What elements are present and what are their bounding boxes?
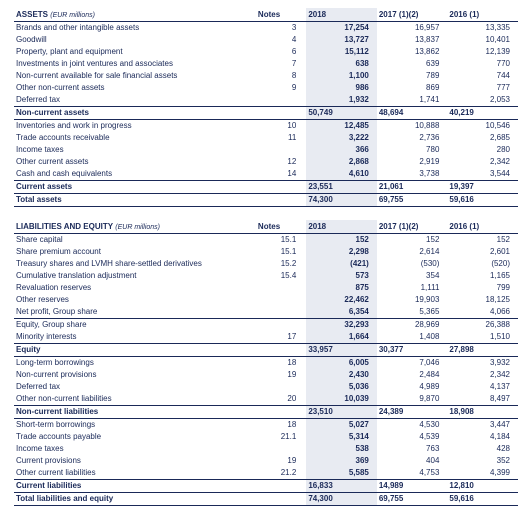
table-row: Other non-current liabilities2010,0399,8… (14, 393, 518, 406)
table-row: Share premium account15.12,2982,6142,601 (14, 246, 518, 258)
table-row: Share capital15.1152152152 (14, 233, 518, 246)
table-row: Cumulative translation adjustment15.4573… (14, 270, 518, 282)
table-row: Trade accounts receivable113,2222,7362,6… (14, 132, 518, 144)
table-row: Other current liabilities21.25,5854,7534… (14, 467, 518, 480)
table-row: Revaluation reserves8751,111799 (14, 282, 518, 294)
table-row: Current provisions19369404352 (14, 455, 518, 467)
table-row: Minority interests171,6641,4081,510 (14, 331, 518, 344)
table-row: Brands and other intangible assets317,25… (14, 21, 518, 34)
assets-title: ASSETS (EUR millions) (14, 8, 256, 21)
table-row: Trade accounts payable21.15,3144,5394,18… (14, 431, 518, 443)
table-row: Non-current available for sale financial… (14, 70, 518, 82)
table-row: Deferred tax1,9321,7412,053 (14, 94, 518, 107)
table-row: Investments in joint ventures and associ… (14, 58, 518, 70)
table-row: Other current assets122,8682,9192,342 (14, 156, 518, 168)
table-row: Treasury shares and LVMH share-settled d… (14, 258, 518, 270)
table-row: Cash and cash equivalents144,6103,7383,5… (14, 168, 518, 181)
table-row: Equity, Group share32,29328,96926,388 (14, 318, 518, 331)
table-row: Inventories and work in progress1012,485… (14, 119, 518, 132)
table-row: Property, plant and equipment615,11213,8… (14, 46, 518, 58)
table-row: Short-term borrowings185,0274,5303,447 (14, 418, 518, 431)
table-row: Other non-current assets9986869777 (14, 82, 518, 94)
assets-table: ASSETS (EUR millions) Notes 2018 2017 (1… (14, 8, 518, 506)
table-row: Non-current provisions192,4302,4842,342 (14, 369, 518, 381)
table-row: Income taxes366780280 (14, 144, 518, 156)
table-row: Deferred tax5,0364,9894,137 (14, 381, 518, 393)
table-row: Net profit, Group share6,3545,3654,066 (14, 306, 518, 319)
liab-title: LIABILITIES AND EQUITY (EUR millions) (14, 220, 256, 233)
table-row: Long-term borrowings186,0057,0463,932 (14, 356, 518, 369)
table-row: Goodwill413,72713,83710,401 (14, 34, 518, 46)
table-row: Income taxes538763428 (14, 443, 518, 455)
table-row: Other reserves22,46219,90318,125 (14, 294, 518, 306)
